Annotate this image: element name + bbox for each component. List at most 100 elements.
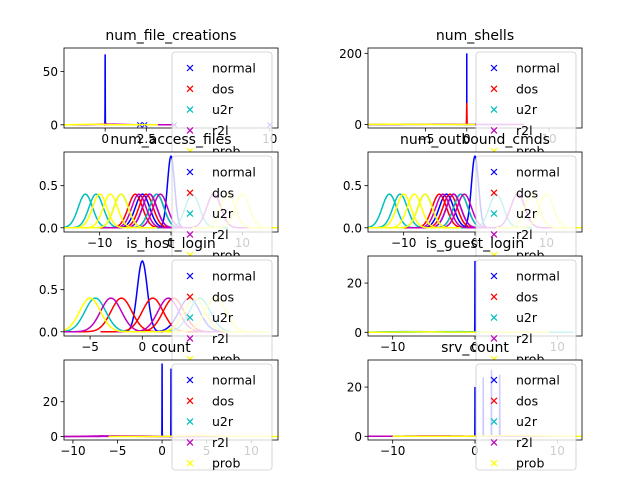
legend-marker-prob — [490, 459, 498, 467]
legend-marker-r2l — [186, 438, 194, 446]
legend-label-r2l: r2l — [212, 227, 229, 242]
series-line-normal — [473, 260, 477, 334]
legend-marker-dos — [490, 397, 498, 405]
legend-marker-r2l — [490, 438, 498, 446]
legend-label-u2r: u2r — [212, 310, 234, 325]
y-tick-label: 50 — [43, 65, 58, 79]
legend-label-dos: dos — [516, 393, 538, 408]
legend-label-dos: dos — [516, 185, 538, 200]
legend-marker-u2r — [490, 418, 498, 426]
x-tick-label: 0 — [138, 340, 146, 354]
x-tick-label: −5 — [109, 444, 127, 458]
y-tick-label: 0 — [354, 118, 362, 132]
legend-marker-u2r — [186, 418, 194, 426]
legend-marker-r2l — [490, 334, 498, 342]
subplot-num-access-files: −100100.00.5num_access_filesnormaldosu2r… — [39, 132, 279, 263]
y-tick-label: 0.0 — [39, 221, 58, 235]
subplot-is-guest-login: −10010020is_guest_loginnormaldosu2rr2lpr… — [347, 236, 583, 367]
subplot-title: count — [151, 340, 191, 356]
series-line-prob — [85, 193, 157, 229]
legend-marker-r2l — [490, 230, 498, 238]
legend-label-dos: dos — [516, 81, 538, 96]
x-tick-label: −10 — [380, 340, 405, 354]
legend-label-dos: dos — [212, 185, 234, 200]
y-tick-label: 0 — [354, 430, 362, 444]
legend-label-dos: dos — [516, 289, 538, 304]
x-tick-label: 0 — [471, 236, 479, 250]
series-line-dos — [465, 103, 469, 126]
subplot-num-outbound-cmds: −100100.00.5num_outbound_cmdsnormaldosu2… — [343, 132, 583, 263]
legend-label-r2l: r2l — [516, 435, 533, 450]
legend-label-r2l: r2l — [212, 435, 229, 450]
legend-marker-normal — [186, 168, 194, 176]
subplot-title: is_host_login — [126, 236, 216, 252]
legend-label-normal: normal — [516, 373, 560, 388]
subplot-title: num_access_files — [110, 132, 231, 148]
legend-label-u2r: u2r — [212, 102, 234, 117]
y-tick-label: 0.0 — [343, 221, 362, 235]
axes-frame — [63, 255, 279, 337]
legend-marker-dos — [490, 189, 498, 197]
legend-marker-u2r — [186, 210, 194, 218]
axes-frame — [63, 359, 279, 441]
legend-marker-normal — [490, 376, 498, 384]
subplot-title: num_file_creations — [105, 28, 236, 44]
legend-label-u2r: u2r — [212, 414, 234, 429]
y-tick-label: 20 — [43, 395, 58, 409]
y-tick-label: 20 — [347, 381, 362, 395]
x-tick-label: −5 — [417, 132, 435, 146]
legend-marker-r2l — [490, 126, 498, 134]
legend-marker-normal — [186, 272, 194, 280]
legend-marker-u2r — [490, 210, 498, 218]
legend-label-dos: dos — [212, 81, 234, 96]
legend-marker-normal — [490, 168, 498, 176]
legend-label-dos: dos — [212, 393, 234, 408]
axes-frame — [367, 47, 583, 129]
legend-marker-prob — [186, 459, 194, 467]
legend-marker-dos — [186, 189, 194, 197]
legend-marker-r2l — [186, 126, 194, 134]
series-line-prob — [64, 297, 143, 333]
legend-label-r2l: r2l — [516, 227, 533, 242]
subplot-is-host-login: −5 00.00.5is_host_loginnormaldosu2rr2lpro… — [39, 236, 279, 367]
x-tick-label: −10 — [380, 444, 405, 458]
y-tick-label: 0 — [354, 326, 362, 340]
legend-label-normal: normal — [212, 165, 256, 180]
x-tick-label: 0 — [463, 132, 471, 146]
y-tick-label: 0 — [50, 118, 58, 132]
legend-marker-u2r — [186, 106, 194, 114]
series-line-normal — [104, 54, 107, 126]
x-tick-label: −5 — [81, 340, 99, 354]
subplot-title: srv_count — [441, 340, 509, 356]
x-tick-label: 0 — [101, 132, 109, 146]
x-tick-label: −10 — [391, 236, 416, 250]
legend-label-r2l: r2l — [516, 123, 533, 138]
legend-label-dos: dos — [212, 289, 234, 304]
legend-marker-normal — [490, 272, 498, 280]
legend-label-prob: prob — [212, 456, 240, 471]
series-line-normal — [169, 368, 173, 438]
legend-box — [171, 363, 273, 471]
legend-marker-r2l — [186, 334, 194, 342]
y-tick-label: 0.5 — [39, 179, 58, 193]
legend-label-r2l: r2l — [212, 331, 229, 346]
legend-marker-dos — [186, 293, 194, 301]
legend-marker-normal — [490, 64, 498, 72]
legend-marker-dos — [186, 85, 194, 93]
x-tick-label: −10 — [60, 444, 85, 458]
x-tick-label: 0 — [158, 444, 166, 458]
y-tick-label: 0.5 — [343, 179, 362, 193]
series-line-normal — [161, 363, 164, 438]
legend-marker-dos — [490, 85, 498, 93]
y-tick-label: 200 — [339, 47, 362, 61]
y-tick-label: 0.0 — [39, 325, 58, 339]
